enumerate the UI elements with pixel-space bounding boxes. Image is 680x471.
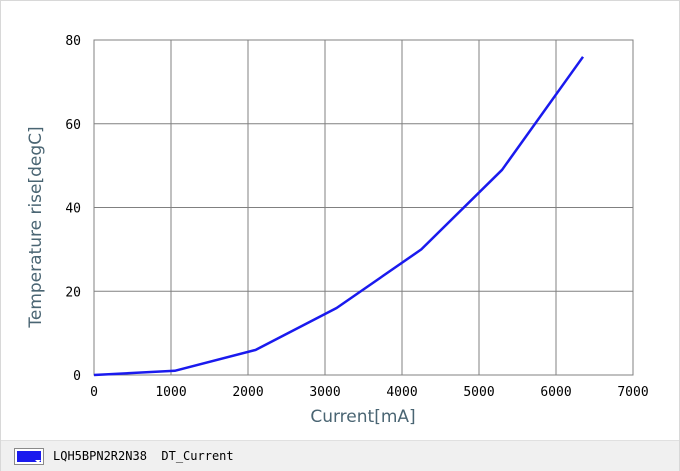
- x-tick-label: 6000: [540, 385, 571, 400]
- x-tick-label: 4000: [386, 385, 417, 400]
- x-tick-label: 2000: [232, 385, 263, 400]
- grid: [93, 39, 634, 376]
- x-axis-title: Current[mA]: [310, 407, 415, 427]
- series-line: [93, 56, 585, 377]
- series-layer: [93, 56, 585, 377]
- x-tick-label: 1000: [155, 385, 186, 400]
- x-tick-label: 3000: [309, 385, 340, 400]
- y-axis-title: Temperature rise[degC]: [26, 126, 46, 328]
- y-tick-label: 20: [65, 285, 81, 300]
- x-tick-label: 7000: [617, 385, 648, 400]
- y-tick-label: 60: [65, 118, 81, 133]
- series-color-picker[interactable]: [14, 448, 44, 465]
- tick-labels: 0 1000 2000 3000 4000 5000 6000 7000 0 20 40 60 80: [65, 34, 648, 400]
- legend-label: LQH5BPN2R2N38 DT_Current: [53, 449, 234, 463]
- y-tick-label: 0: [73, 369, 81, 384]
- series-color-fill: [17, 451, 41, 462]
- x-tick-label: 5000: [463, 385, 494, 400]
- y-tick-label: 80: [65, 34, 81, 49]
- dropdown-arrow-icon: [35, 460, 41, 463]
- plot-border: [93, 39, 634, 376]
- x-tick-label: 0: [90, 385, 98, 400]
- chart-plot: 0 1000 2000 3000 4000 5000 6000 7000 0 20 40 60 80 C…: [26, 34, 649, 427]
- y-tick-label: 40: [65, 202, 81, 217]
- legend: LQH5BPN2R2N38 DT_Current: [1, 440, 679, 471]
